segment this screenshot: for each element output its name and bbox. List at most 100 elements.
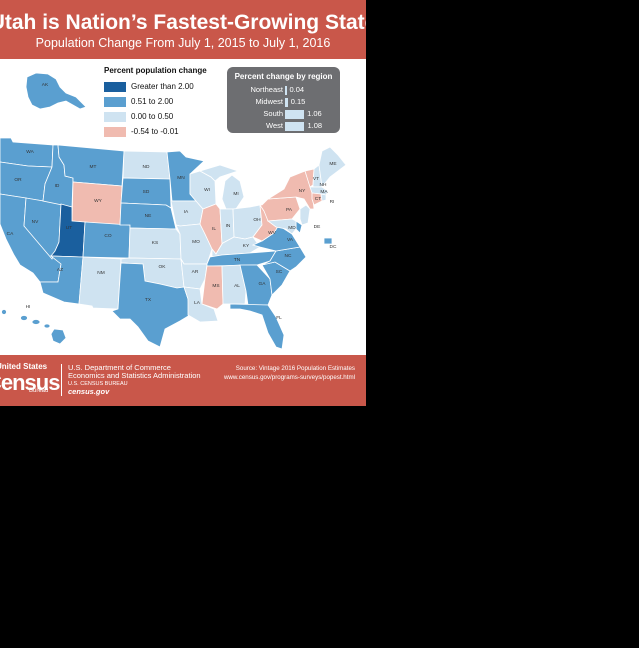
legend-item: Greater than 2.00 — [104, 79, 207, 94]
label-SD: SD — [143, 189, 150, 195]
hi-island-4 — [43, 323, 51, 329]
source-note: Source: Vintage 2016 Population Estimate… — [224, 364, 355, 382]
label-ND: ND — [143, 164, 150, 170]
label-WA: WA — [26, 149, 34, 155]
legend-item: 0.51 to 2.00 — [104, 94, 207, 109]
legend-swatch — [104, 81, 126, 92]
label-PA: PA — [286, 207, 293, 213]
state-NJ — [299, 204, 311, 226]
region-bar — [285, 122, 305, 131]
label-WV: WV — [268, 230, 277, 236]
label-TN: TN — [234, 257, 241, 263]
label-MS: MS — [212, 283, 219, 289]
region-row: South 1.06 — [227, 109, 340, 120]
us-choropleth-map: AK HI WA OR CA NV ID MT WY UT CO AZ NM N… — [0, 72, 347, 350]
census-gov-link[interactable]: census.gov — [68, 387, 110, 396]
label-DC: DC — [330, 244, 337, 250]
hi-island-2 — [20, 315, 28, 321]
hi-island-1 — [1, 309, 7, 315]
label-CO: CO — [104, 233, 111, 239]
source-url-link[interactable]: www.census.gov/programs-surveys/popest.h… — [223, 374, 355, 381]
header-banner: Utah is Nation’s Fastest-Growing State P… — [0, 0, 366, 59]
state-CO — [82, 221, 131, 259]
source-line: Source: Vintage 2016 Population Estimate… — [235, 365, 355, 372]
hi-island-big — [50, 328, 67, 345]
region-name: Midwest — [255, 97, 283, 106]
map-legend: Percent population change Greater than 2… — [104, 66, 207, 139]
state-GA — [239, 264, 273, 306]
label-AK: AK — [42, 82, 49, 88]
dept-line: U.S. CENSUS BUREAU — [68, 381, 128, 387]
region-value: 1.08 — [307, 121, 323, 130]
legend-label: -0.54 to -0.01 — [131, 127, 179, 136]
label-ID: ID — [55, 183, 60, 189]
region-box-title: Percent change by region — [234, 72, 333, 81]
label-KS: KS — [152, 240, 158, 246]
label-LA: LA — [194, 300, 201, 306]
state-CT — [311, 192, 323, 206]
label-AZ: AZ — [57, 267, 63, 273]
region-bar — [285, 110, 305, 119]
legend-label: 0.51 to 2.00 — [131, 97, 174, 106]
region-row: Midwest 0.15 — [227, 97, 340, 108]
region-value: 0.04 — [289, 85, 305, 94]
legend-swatch — [104, 126, 126, 137]
state-TX — [111, 262, 191, 348]
state-RI — [320, 193, 327, 202]
label-NM: NM — [97, 270, 104, 276]
footer-banner: United States Census Bureau U.S. Departm… — [0, 355, 366, 406]
state-labels: AK HI WA OR CA NV ID MT WY UT CO AZ NM N… — [7, 82, 337, 321]
label-ME: ME — [329, 161, 336, 167]
state-LA — [183, 286, 219, 323]
label-UT: UT — [66, 225, 72, 231]
dept-line: U.S. Department of Commerce — [68, 363, 171, 372]
census-logo-main: Census — [0, 370, 60, 395]
label-IN: IN — [226, 223, 231, 229]
label-GA: GA — [259, 281, 267, 287]
label-SC: SC — [276, 269, 283, 275]
region-summary-box: Percent change by region Northeast 0.04 … — [227, 67, 340, 133]
label-MD: MD — [288, 225, 296, 231]
state-MO — [175, 223, 213, 265]
census-logo-top: United States — [0, 362, 48, 371]
region-name: South — [263, 109, 283, 118]
state-MI — [198, 164, 245, 210]
state-NM — [78, 256, 122, 310]
label-RI: RI — [330, 199, 335, 205]
label-MI: MI — [233, 191, 238, 197]
label-VA: VA — [287, 237, 294, 243]
label-CT: CT — [315, 196, 321, 202]
hi-island-3 — [31, 319, 41, 325]
region-name: Northeast — [250, 85, 283, 94]
state-FL — [229, 303, 285, 350]
region-name: West — [266, 121, 283, 130]
state-HI — [1, 309, 67, 345]
label-OK: OK — [159, 264, 167, 270]
label-MA: MA — [320, 189, 328, 195]
label-MN: MN — [177, 175, 185, 181]
label-NY: NY — [299, 188, 306, 194]
region-bar — [285, 86, 287, 95]
footer-divider — [61, 364, 62, 396]
label-AR: AR — [192, 269, 199, 275]
state-DC — [323, 237, 333, 245]
state-AK — [25, 72, 87, 110]
label-KY: KY — [243, 243, 250, 249]
infographic-card: Utah is Nation’s Fastest-Growing State P… — [0, 0, 366, 406]
label-OH: OH — [253, 217, 261, 223]
legend-item: 0.00 to 0.50 — [104, 109, 207, 124]
label-IA: IA — [184, 209, 189, 215]
census-logo-bottom: Bureau — [29, 388, 49, 394]
legend-swatch — [104, 111, 126, 122]
state-ME — [318, 146, 347, 188]
label-CA: CA — [7, 231, 14, 237]
label-TX: TX — [145, 297, 152, 303]
label-WY: WY — [94, 198, 103, 204]
state-MD — [266, 218, 297, 235]
label-HI: HI — [26, 304, 31, 310]
label-NH: NH — [320, 182, 327, 188]
label-OR: OR — [14, 177, 22, 183]
label-NV: NV — [32, 219, 39, 225]
legend-item: -0.54 to -0.01 — [104, 124, 207, 139]
label-FL: FL — [276, 315, 282, 321]
